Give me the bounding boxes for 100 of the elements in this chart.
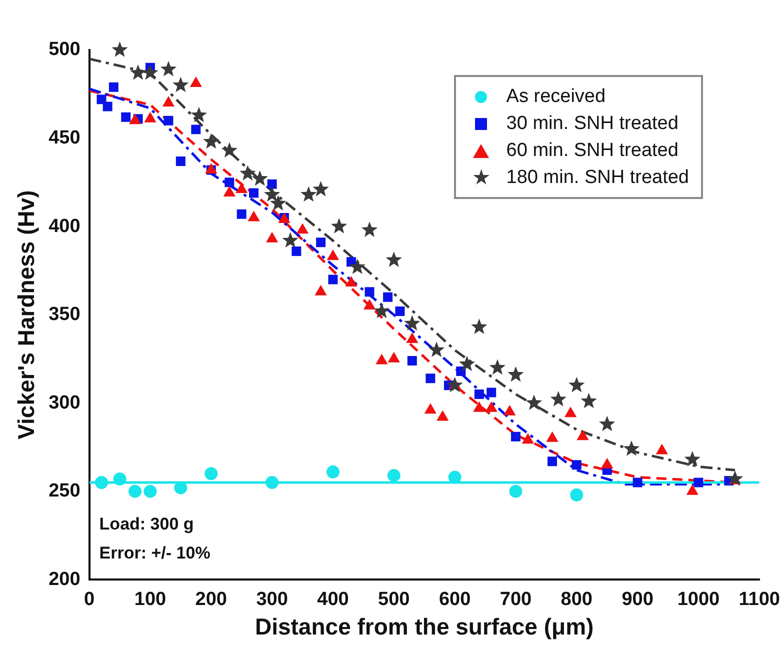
- point: [162, 96, 174, 106]
- y-tick-label: 300: [48, 392, 80, 414]
- x-axis-title: Distance from the surface (μm): [254, 614, 594, 640]
- point: [221, 142, 238, 158]
- point: [240, 165, 256, 180]
- x-tick-label: 100: [134, 589, 166, 610]
- point: [264, 186, 280, 202]
- point: [160, 60, 177, 76]
- point: [190, 77, 202, 88]
- point: [102, 102, 112, 112]
- point: [486, 388, 496, 398]
- point: [128, 484, 142, 498]
- point: [96, 94, 106, 104]
- x-tick-label: 1000: [677, 589, 720, 610]
- x-tick-label: 1100: [738, 589, 780, 610]
- legend-label: 180 min. SNH treated: [506, 166, 689, 188]
- annotation: Load: 300 g: [99, 514, 194, 534]
- point: [577, 430, 588, 440]
- point: [601, 458, 613, 468]
- point: [526, 394, 542, 410]
- point: [94, 476, 108, 490]
- point: [312, 180, 329, 196]
- x-tick-label: 200: [195, 589, 227, 610]
- point: [300, 186, 317, 202]
- y-tick-label: 350: [48, 304, 80, 326]
- point: [204, 467, 218, 480]
- point: [144, 484, 157, 498]
- y-axis-title: Vicker's Hardness (Hv): [13, 190, 40, 440]
- point: [129, 114, 141, 124]
- y-tick-label: 400: [48, 216, 80, 237]
- point: [599, 416, 616, 432]
- point: [224, 178, 234, 188]
- point: [266, 232, 278, 242]
- point: [315, 285, 326, 296]
- point: [346, 276, 357, 287]
- y-tick-label: 450: [48, 128, 80, 148]
- point: [509, 484, 522, 498]
- point: [656, 444, 668, 454]
- point: [121, 112, 131, 122]
- point: [426, 374, 436, 384]
- point: [404, 315, 420, 331]
- point: [364, 287, 374, 297]
- point: [142, 64, 158, 80]
- point: [164, 116, 174, 126]
- point: [686, 484, 698, 495]
- point: [327, 250, 339, 260]
- x-tick-label: 600: [438, 589, 471, 610]
- point: [546, 432, 558, 442]
- point: [203, 133, 220, 149]
- point: [486, 402, 498, 412]
- x-tick-label: 300: [256, 589, 288, 610]
- x-tick-label: 0: [84, 589, 95, 610]
- point: [236, 182, 248, 193]
- point: [623, 440, 640, 456]
- y-tick-label: 500: [48, 39, 80, 60]
- point: [364, 299, 376, 310]
- point: [112, 42, 128, 57]
- x-tick-label: 500: [378, 589, 410, 610]
- point: [383, 292, 393, 302]
- point: [249, 188, 259, 198]
- point: [580, 392, 597, 408]
- point: [248, 211, 260, 222]
- legend-label: As received: [506, 86, 606, 108]
- point: [726, 470, 744, 486]
- point: [292, 246, 302, 256]
- point: [424, 404, 436, 414]
- point: [108, 82, 118, 92]
- point: [471, 318, 488, 334]
- point: [224, 186, 236, 196]
- point: [236, 209, 246, 219]
- point: [406, 333, 418, 344]
- point: [267, 179, 277, 189]
- x-tick-label: 900: [622, 589, 654, 610]
- point: [508, 366, 524, 382]
- point: [564, 407, 576, 418]
- y-tick-label: 200: [48, 568, 80, 590]
- x-tick-label: 700: [500, 589, 532, 610]
- point: [489, 359, 506, 375]
- point: [282, 232, 298, 248]
- point: [374, 302, 390, 318]
- point: [570, 488, 584, 502]
- point: [548, 456, 558, 466]
- point: [326, 465, 340, 478]
- point: [113, 472, 126, 486]
- point: [407, 356, 417, 366]
- point: [684, 451, 700, 466]
- point: [550, 391, 566, 406]
- legend-label: 60 min. SNH treated: [506, 140, 678, 162]
- x-tick-label: 800: [560, 589, 592, 610]
- point: [428, 342, 445, 357]
- annotation: Error: +/- 10%: [99, 544, 210, 563]
- point: [510, 432, 520, 442]
- point: [388, 352, 400, 362]
- point: [130, 64, 146, 80]
- x-tick-label: 400: [317, 589, 349, 610]
- legend-label: 30 min. SNH treated: [506, 112, 678, 134]
- point: [694, 478, 704, 488]
- point: [316, 238, 326, 248]
- point: [504, 405, 516, 416]
- point: [270, 195, 286, 210]
